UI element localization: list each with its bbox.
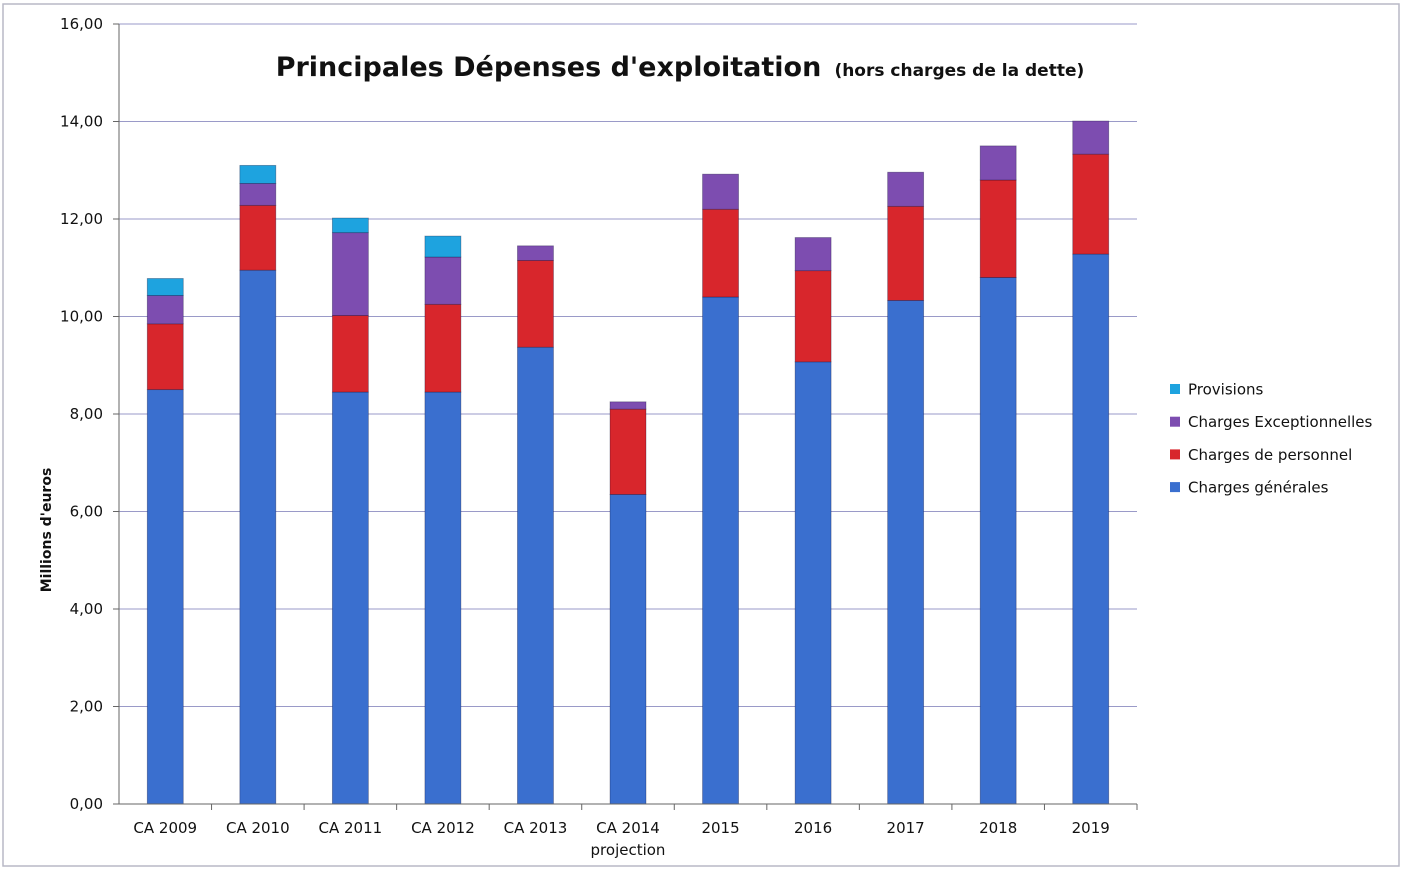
legend-swatch bbox=[1170, 384, 1180, 394]
y-tick-label: 16,00 bbox=[60, 15, 103, 33]
bar-segment bbox=[887, 171, 925, 207]
bar-segment bbox=[609, 494, 647, 805]
bar-segment bbox=[887, 300, 925, 805]
bar-segment bbox=[239, 269, 277, 805]
x-tick-label: CA 2009 bbox=[133, 819, 197, 837]
chart-subtitle: (hors charges de la dette) bbox=[834, 61, 1084, 81]
legend-label: Charges générales bbox=[1188, 479, 1329, 497]
x-tick-label: 2019 bbox=[1072, 819, 1110, 837]
bar-segment bbox=[517, 346, 554, 805]
bar-segment bbox=[146, 389, 184, 805]
x-tick-label: CA 2014 projection bbox=[591, 819, 666, 859]
bar-segment bbox=[794, 270, 832, 363]
legend-swatch bbox=[1170, 416, 1180, 427]
bar-segment bbox=[424, 391, 462, 805]
bar-segment bbox=[146, 323, 184, 391]
legend: Provisions Charges Exceptionnelles Charges… bbox=[1170, 381, 1373, 497]
bar-segment bbox=[331, 391, 369, 805]
y-tick-label: 4,00 bbox=[70, 600, 103, 618]
bar-segment bbox=[979, 277, 1017, 805]
x-tick-labels: CA 2009 CA 2010 CA 2011 CA 2012 CA 2013 CA 20… bbox=[133, 804, 1138, 859]
y-tick-label: 14,00 bbox=[60, 113, 103, 131]
bar-segment bbox=[517, 260, 554, 348]
bars bbox=[146, 120, 1110, 805]
bar-segment bbox=[702, 208, 739, 298]
y-tick-label: 12,00 bbox=[60, 210, 103, 228]
legend-swatch bbox=[1170, 449, 1180, 460]
y-tick-labels: 0,00 2,00 4,00 6,00 8,00 10,00 12,00 14,00 16,00 bbox=[60, 15, 119, 813]
bar-segment bbox=[146, 278, 184, 296]
chart-border bbox=[2, 3, 1400, 867]
bar-segment bbox=[331, 217, 369, 234]
x-tick-label: 2015 bbox=[701, 819, 739, 837]
bar-segment bbox=[146, 295, 184, 325]
chart-title-main: Principales Dépenses d'exploitation bbox=[276, 52, 822, 83]
legend-label: Charges Exceptionnelles bbox=[1188, 413, 1373, 431]
bar-segment bbox=[794, 237, 832, 272]
legend-label: Charges de personnel bbox=[1188, 446, 1352, 464]
bar-segment bbox=[424, 303, 462, 393]
bar-segment bbox=[979, 179, 1017, 278]
x-tick-label: CA 2012 bbox=[411, 819, 475, 837]
bar-segment bbox=[979, 145, 1017, 181]
y-tick-label: 8,00 bbox=[70, 405, 103, 423]
bar-segment bbox=[609, 408, 647, 495]
y-tick-label: 6,00 bbox=[70, 503, 103, 521]
y-tick-label: 10,00 bbox=[60, 308, 103, 326]
bar-segment bbox=[794, 361, 832, 805]
legend-swatch bbox=[1170, 482, 1180, 493]
x-tick-label: 2016 bbox=[794, 819, 832, 837]
chart-title: Principales Dépenses d'exploitation (hor… bbox=[276, 52, 1085, 83]
bar-segment bbox=[331, 232, 369, 316]
bar-segment bbox=[887, 205, 925, 301]
bar-segment bbox=[331, 315, 369, 393]
x-tick-label: CA 2010 bbox=[226, 819, 290, 837]
bar-segment bbox=[239, 183, 277, 206]
y-tick-label: 2,00 bbox=[70, 698, 103, 716]
y-axis-label: Millions d'euros bbox=[39, 468, 55, 593]
bar-segment bbox=[702, 173, 739, 210]
bar-segment bbox=[1072, 120, 1110, 155]
bar-segment bbox=[517, 245, 554, 261]
legend-label: Provisions bbox=[1188, 381, 1264, 399]
bar-segment bbox=[239, 164, 277, 184]
x-tick-label: 2018 bbox=[979, 819, 1017, 837]
bar-segment bbox=[609, 401, 647, 410]
bar-segment bbox=[1072, 153, 1110, 255]
bar-segment bbox=[424, 235, 462, 258]
bar-segment bbox=[239, 204, 277, 271]
x-tick-label: CA 2011 bbox=[319, 819, 383, 837]
x-tick-label: CA 2013 bbox=[504, 819, 568, 837]
bar-segment bbox=[424, 256, 462, 305]
bar-segment bbox=[1072, 253, 1110, 805]
x-tick-label: 2017 bbox=[887, 819, 925, 837]
bar-segment bbox=[702, 296, 739, 805]
y-tick-label: 0,00 bbox=[70, 795, 103, 813]
